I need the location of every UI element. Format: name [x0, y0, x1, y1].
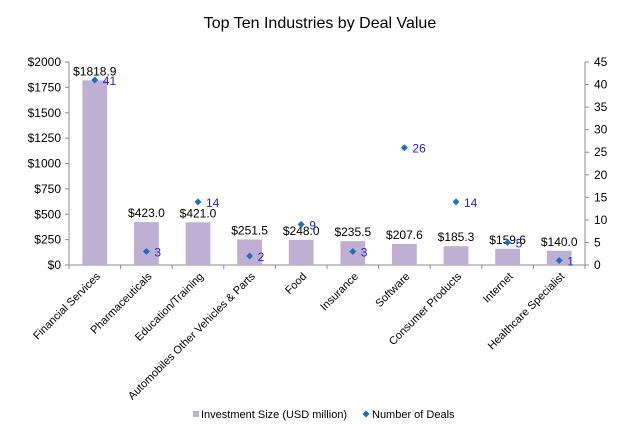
legend-swatch-investment — [193, 411, 199, 417]
y-tick-label-left: $500 — [34, 207, 61, 221]
category-label: Internet — [481, 271, 516, 306]
y-tick-label-left: $750 — [34, 182, 61, 196]
deal-point — [555, 256, 563, 264]
y-tick-label-right: 15 — [594, 190, 608, 204]
bar-value-label: $235.5 — [334, 225, 371, 239]
bar-value-label: $1818.9 — [73, 64, 117, 78]
y-tick-label-left: $1750 — [28, 80, 62, 94]
y-tick-label-right: 25 — [594, 145, 608, 159]
bar — [237, 239, 262, 265]
deal-count-label: 41 — [103, 74, 117, 88]
bar — [495, 248, 520, 265]
bar — [185, 222, 211, 265]
y-tick-label-left: $1250 — [28, 131, 62, 145]
deal-point — [504, 238, 512, 246]
deal-count-label: 3 — [154, 245, 161, 259]
bar-value-label: $185.3 — [438, 230, 475, 244]
bar-labels: $1818.9 $423.0 $421.0 $251.5 $248.0 $235.5 $20… — [73, 64, 578, 248]
legend: Investment Size (USD million) Number of … — [193, 409, 455, 421]
chart-title: Top Ten Industries by Deal Value — [204, 15, 437, 32]
deal-count-label: 2 — [258, 250, 265, 264]
y-tick-label-right: 10 — [594, 213, 608, 227]
deal-count-label: 26 — [412, 142, 426, 156]
deal-point — [400, 144, 408, 152]
category-label: Food — [283, 271, 309, 297]
y-tick-label-right: 30 — [594, 123, 608, 137]
deal-point — [452, 198, 460, 206]
deal-count-label: 14 — [206, 196, 220, 210]
bar — [82, 80, 108, 265]
y-tick-label-right: 35 — [594, 100, 608, 114]
bar-value-label: $421.0 — [180, 206, 217, 220]
deal-count-label: 3 — [361, 245, 368, 259]
bar-value-label: $248.0 — [283, 224, 320, 238]
deal-count-label: 14 — [464, 196, 478, 210]
legend-label-deals: Number of Deals — [372, 409, 455, 421]
category-label: Insurance — [318, 271, 361, 314]
y-tick-label-left: $0 — [48, 258, 62, 272]
bar-value-label: $140.0 — [541, 235, 578, 249]
bar-value-label: $423.0 — [128, 206, 165, 220]
y-tick-label-left: $1500 — [28, 106, 62, 120]
deal-point — [194, 198, 202, 206]
deal-point — [297, 220, 305, 228]
deal-count-label: 1 — [567, 254, 574, 268]
legend-label-investment: Investment Size (USD million) — [201, 409, 347, 421]
axes: $0 $250 $500 $750 $1000 $1250 $1500 $1750 $2000 0… — [28, 55, 608, 272]
category-labels: Financial ServicesPharmaceuticalsEducati… — [31, 270, 567, 402]
y-tick-label-left: $1000 — [28, 157, 62, 171]
deal-point — [91, 76, 99, 84]
category-label: Software — [373, 271, 412, 310]
bar-value-label: $207.6 — [386, 228, 423, 242]
bar — [288, 239, 314, 265]
deal-point — [349, 247, 357, 255]
deal-count-label: 5 — [516, 236, 523, 250]
y-tick-label-right: 5 — [594, 235, 601, 249]
deal-point-labels: 41 3 14 2 9 3 26 14 5 1 — [103, 74, 574, 268]
deal-count-label: 9 — [309, 218, 316, 232]
y-tick-label-right: 20 — [594, 168, 608, 182]
y-tick-label-right: 40 — [594, 78, 608, 92]
deal-point — [246, 252, 254, 260]
bar — [443, 246, 469, 265]
y-tick-label-left: $250 — [34, 233, 61, 247]
y-tick-label-right: 45 — [594, 55, 608, 69]
legend-swatch-deals — [362, 410, 370, 418]
y-tick-label-left: $2000 — [28, 55, 62, 69]
bars — [82, 80, 572, 265]
deal-point — [142, 247, 150, 255]
deal-points — [91, 76, 563, 264]
bar — [134, 222, 159, 265]
bar — [392, 243, 417, 265]
y-tick-label-right: 0 — [594, 258, 601, 272]
bar-value-label: $251.5 — [231, 223, 268, 237]
